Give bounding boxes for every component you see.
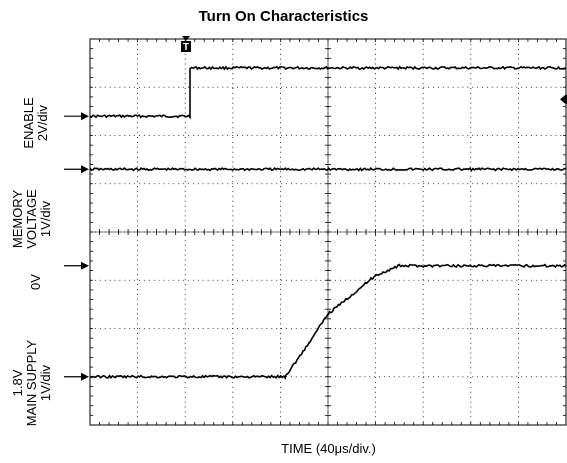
trigger-marker-label: T bbox=[183, 42, 189, 53]
chart-title: Turn On Characteristics bbox=[198, 8, 369, 25]
zero-volt-label: 0V bbox=[28, 262, 43, 302]
zero-volt-arrow bbox=[81, 261, 89, 270]
enable-label-line-2: 2V/div bbox=[35, 104, 50, 142]
enable-trace bbox=[89, 65, 567, 120]
memory-label-line-2: VOLTAGE bbox=[24, 189, 39, 249]
memory-ground-arrow bbox=[81, 165, 89, 174]
enable-channel-label: ENABLE 2V/div bbox=[21, 83, 50, 163]
main-supply-channel-label: 1.8V MAIN SUPPLY 1V/div bbox=[10, 333, 53, 433]
trigger-marker-box bbox=[180, 41, 191, 52]
zero-volt-text: 0V bbox=[28, 274, 43, 290]
main-label-line-3: 1V/div bbox=[38, 364, 53, 402]
right-level-marker bbox=[560, 94, 567, 105]
main-supply-ground-arrow bbox=[81, 372, 89, 381]
memory-label-line-1: MEMORY bbox=[10, 189, 25, 249]
main-supply-trace bbox=[89, 263, 567, 381]
enable-ground-arrow bbox=[81, 112, 89, 121]
enable-label-line-1: ENABLE bbox=[21, 97, 36, 149]
trigger-marker-arrow bbox=[181, 36, 190, 41]
memory-label-line-3: 1V/div bbox=[38, 200, 53, 238]
memory-voltage-trace bbox=[89, 166, 567, 172]
x-axis-label: TIME (40μs/div.) bbox=[281, 441, 376, 456]
memory-voltage-channel-label: MEMORY VOLTAGE 1V/div bbox=[10, 179, 53, 259]
main-label-line-2: MAIN SUPPLY bbox=[24, 339, 39, 427]
main-label-line-1: 1.8V bbox=[10, 369, 25, 397]
